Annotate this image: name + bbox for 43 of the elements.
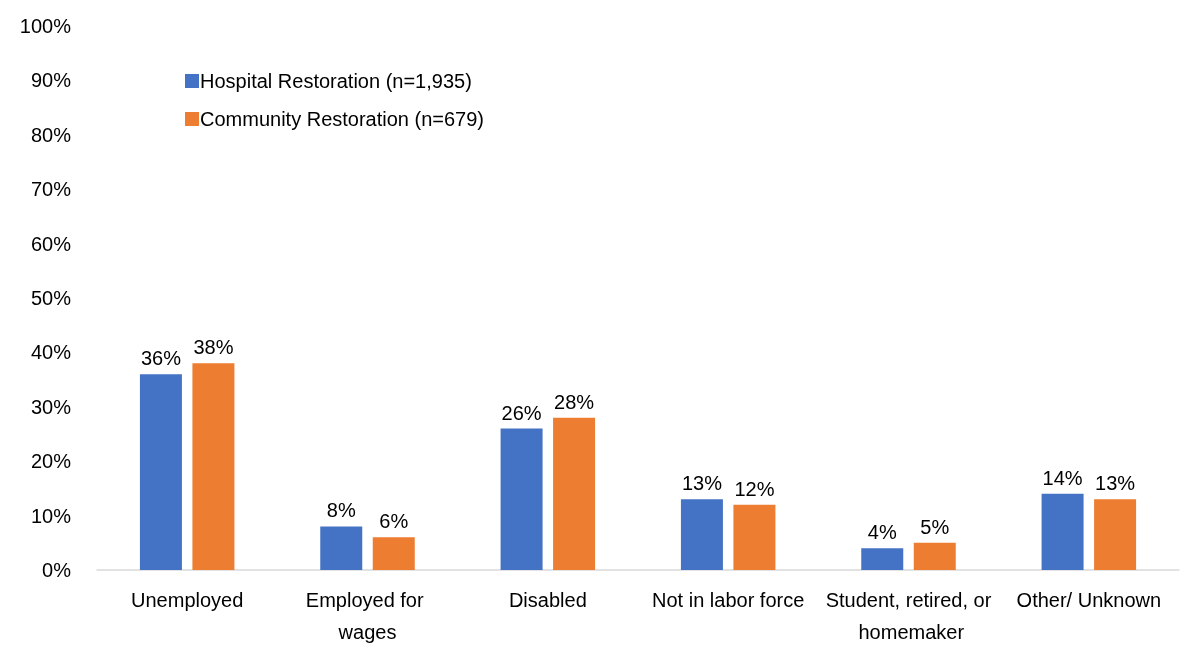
y-tick-label: 30% — [30, 395, 72, 418]
x-tick-label: Unemployed — [131, 589, 244, 611]
y-tick-label: 70% — [30, 178, 72, 201]
x-tick-label: Disabled — [508, 589, 587, 611]
legend-label: Hospital Restoration (n=1,935) — [200, 70, 472, 92]
bar — [913, 542, 956, 570]
data-label: 28% — [554, 390, 595, 413]
bar — [680, 499, 723, 570]
data-label: 14% — [1042, 466, 1083, 489]
data-label: 38% — [193, 336, 234, 359]
y-tick-label: 0% — [42, 559, 72, 581]
legend-label: Community Restoration (n=679) — [200, 108, 485, 130]
x-tick-label: Other/ Unknown — [1016, 589, 1162, 611]
bar — [500, 428, 543, 570]
y-tick-label: 50% — [30, 287, 72, 309]
bar — [139, 374, 182, 570]
y-tick-label: 80% — [30, 123, 72, 146]
data-label: 6% — [379, 510, 409, 533]
y-tick-label: 90% — [30, 69, 72, 92]
data-label: 13% — [681, 472, 723, 495]
y-tick-label: 60% — [30, 232, 72, 255]
y-tick-label: 40% — [30, 341, 72, 364]
y-tick-label: 10% — [30, 504, 72, 527]
data-label: 5% — [920, 515, 950, 538]
bar — [553, 417, 596, 570]
y-tick-label: 20% — [30, 450, 72, 473]
x-tick-label: Not in labor force — [652, 589, 805, 611]
y-tick-label: 100% — [19, 15, 72, 37]
bar — [1094, 499, 1137, 570]
bar — [320, 526, 363, 570]
data-label: 36% — [140, 347, 182, 370]
data-label: 4% — [867, 521, 897, 544]
bar — [192, 363, 235, 570]
bar — [1041, 493, 1084, 570]
data-label: 8% — [326, 499, 356, 522]
data-label: 12% — [734, 477, 775, 500]
bar — [861, 548, 904, 570]
bar — [733, 504, 776, 570]
data-label: 26% — [501, 401, 542, 424]
bar — [372, 537, 415, 570]
x-tick-label: Employed for wages — [305, 589, 430, 643]
x-tick-label: Student, retired, or homemaker — [825, 589, 992, 643]
data-label: 13% — [1095, 472, 1136, 495]
